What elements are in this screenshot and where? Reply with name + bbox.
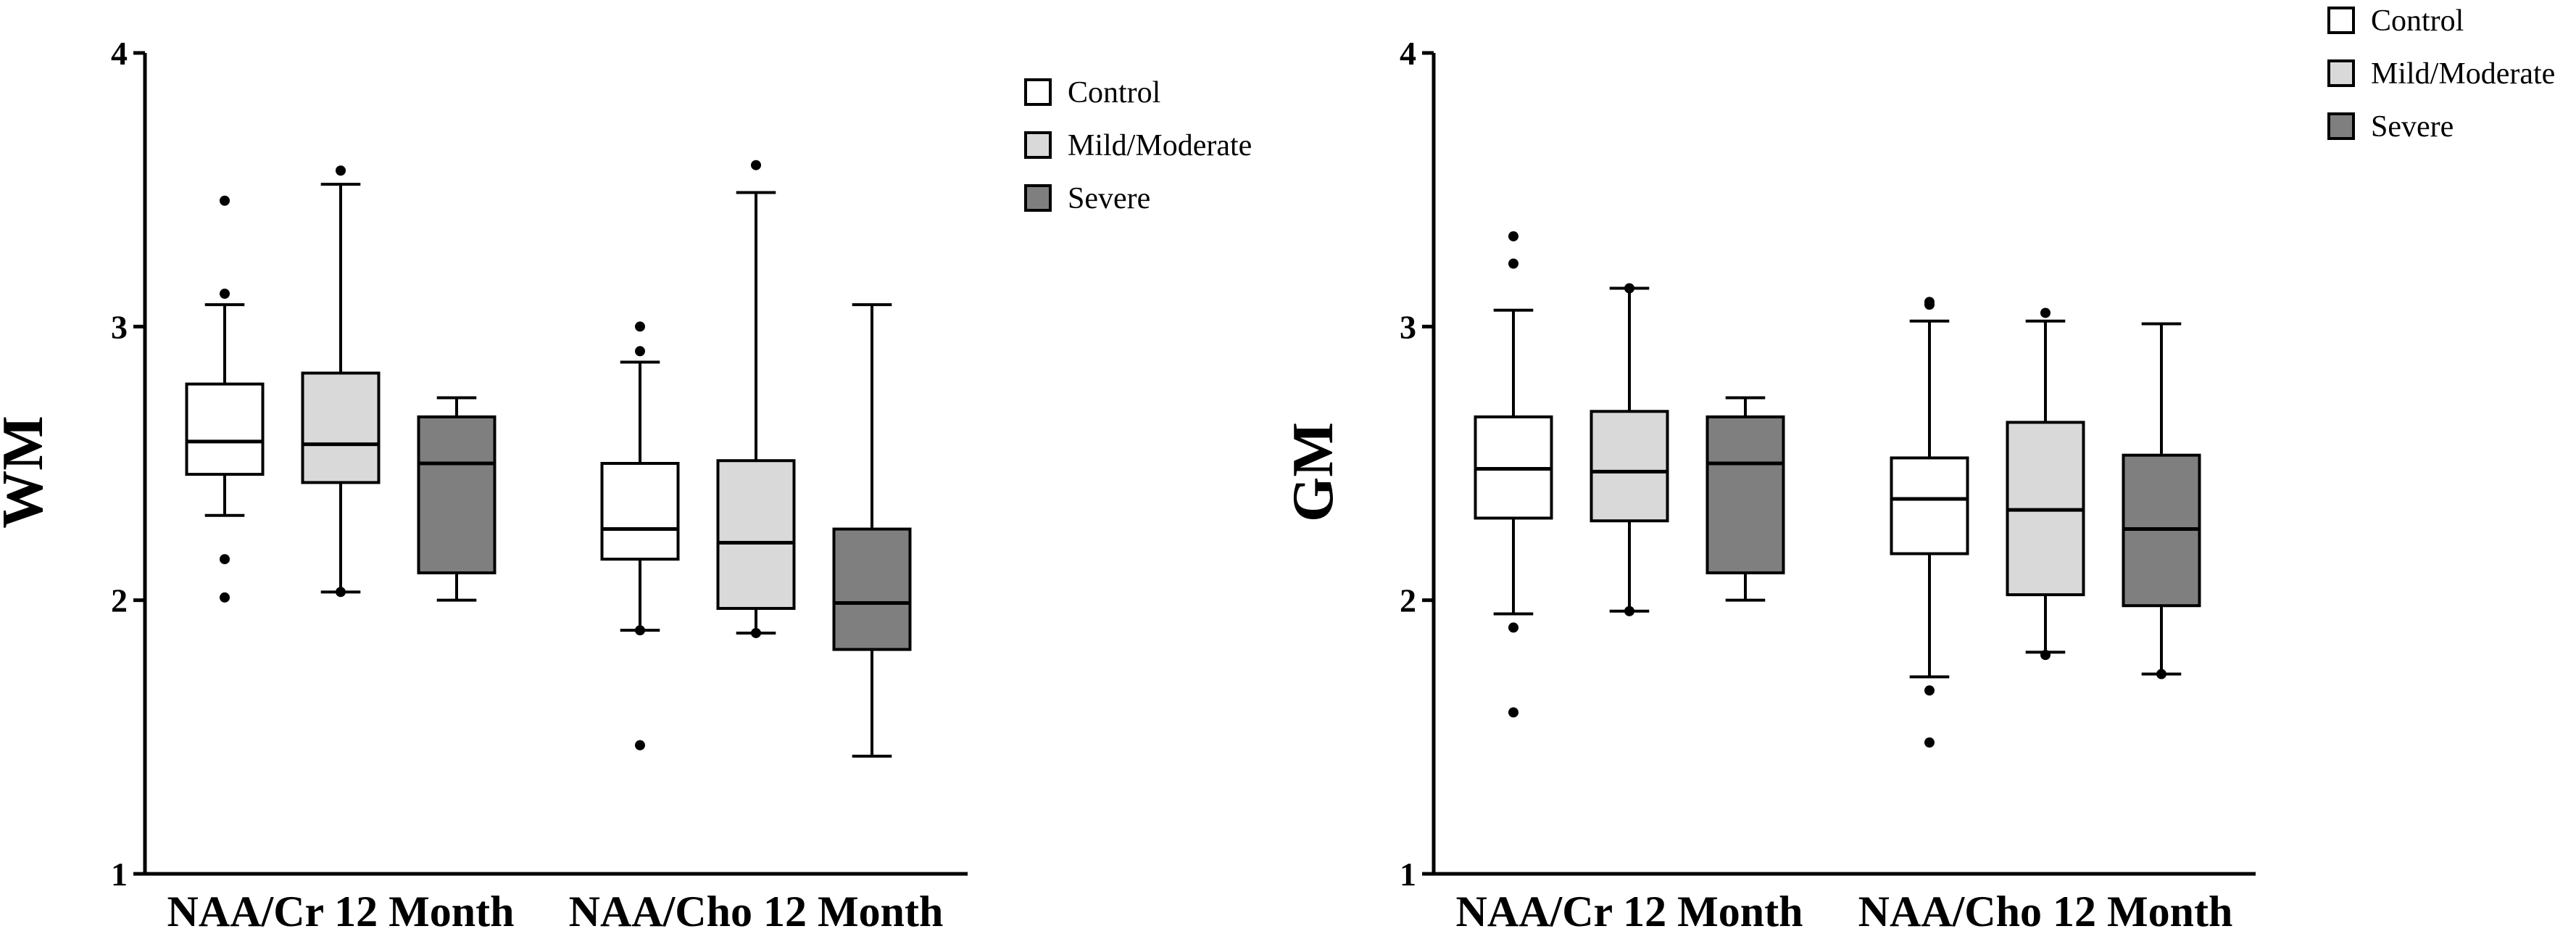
wm-mild-moderate-naa-cr-12-month-outlier-point <box>336 165 346 176</box>
gm-legend-swatch-mild-moderate <box>2327 59 2355 87</box>
wm-control-naa-cho-12-month-box <box>600 462 680 561</box>
gm-mild-moderate-naa-cr-12-month-outlier-point <box>1624 283 1634 294</box>
wm-y-tick-label: 4 <box>111 35 128 72</box>
gm-mild-moderate-naa-cho-12-month-outlier-point <box>2040 307 2051 318</box>
wm-severe-naa-cr-12-month-box <box>417 415 496 574</box>
gm-y-tick-label: 4 <box>1400 35 1416 72</box>
wm-panel: 1 2 3 4 WM NAA/Cr 12 Month NAA/Cho 12 Month Con… <box>0 35 1252 935</box>
wm-legend-label-mild-moderate: Mild/Moderate <box>1068 129 1252 162</box>
wm-mild-moderate-naa-cho-12-month-outlier-point <box>751 627 761 638</box>
gm-mild-moderate-naa-cr-12-month-outlier-point <box>1624 606 1634 616</box>
category-label-naa-cr-12-month: NAA/Cr 12 Month <box>1456 888 1803 935</box>
wm-mild-moderate-naa-cho-12-month-outlier-point <box>751 160 761 170</box>
gm-legend-label-mild-moderate: Mild/Moderate <box>2371 57 2555 91</box>
gm-mild-moderate-naa-cho-12-month-outlier-point <box>2040 650 2051 661</box>
gm-panel: 1 2 3 4 GM NAA/Cr 12 Month NAA/Cho 12 Month Con… <box>1281 4 2555 935</box>
category-label-naa-cho-12-month: NAA/Cho 12 Month <box>1858 888 2233 935</box>
gm-control-naa-cr-12-month-outlier-point <box>1508 622 1518 633</box>
gm-severe-naa-cr-12-month-box <box>1705 415 1785 574</box>
wm-control-naa-cr-12-month-outlier-point <box>220 195 230 206</box>
wm-control-naa-cr-12-month-box <box>185 382 265 476</box>
wm-legend-swatch-mild-moderate <box>1024 131 1052 159</box>
gm-control-naa-cr-12-month-outlier-point <box>1508 707 1518 718</box>
gm-mild-moderate-naa-cr-12-month-box <box>1590 410 1669 523</box>
wm-y-tick-label: 1 <box>111 856 128 893</box>
gm-y-axis-title: GM <box>1281 422 1345 522</box>
wm-legend-label-control: Control <box>1068 76 1160 110</box>
wm-control-naa-cho-12-month-outlier-point <box>635 740 645 751</box>
wm-y-tick-label: 2 <box>111 582 128 619</box>
wm-legend-swatch-severe <box>1024 184 1052 212</box>
wm-control-naa-cho-12-month-outlier-point <box>635 625 645 636</box>
wm-control-naa-cho-12-month-outlier-point <box>635 321 645 332</box>
wm-y-tick-label: 3 <box>111 308 128 345</box>
wm-mild-moderate-naa-cr-12-month-box <box>301 371 381 484</box>
gm-control-naa-cho-12-month-outlier-point <box>1924 685 1935 696</box>
wm-legend-label-severe: Severe <box>1068 182 1150 215</box>
wm-control-naa-cr-12-month-outlier-point <box>220 592 230 603</box>
wm-mild-moderate-naa-cho-12-month-box <box>716 459 796 610</box>
gm-control-naa-cr-12-month-outlier-point <box>1508 231 1518 241</box>
gm-legend-label-control: Control <box>2371 4 2464 38</box>
gm-control-naa-cho-12-month-outlier-point <box>1924 737 1935 748</box>
gm-y-tick-label: 3 <box>1400 308 1416 345</box>
gm-y-tick-label: 2 <box>1400 582 1416 619</box>
wm-mild-moderate-naa-cr-12-month-outlier-point <box>336 587 346 598</box>
wm-control-naa-cr-12-month-outlier-point <box>220 554 230 565</box>
gm-control-naa-cho-12-month-outlier-point <box>1924 297 1935 307</box>
gm-severe-naa-cho-12-month-outlier-point <box>2156 669 2166 679</box>
gm-legend-swatch-control <box>2327 7 2355 34</box>
category-label-naa-cho-12-month: NAA/Cho 12 Month <box>569 888 944 935</box>
gm-legend-swatch-severe <box>2327 112 2355 140</box>
wm-control-naa-cho-12-month-outlier-point <box>635 346 645 357</box>
wm-severe-naa-cho-12-month-box <box>832 527 912 651</box>
gm-y-tick-label: 1 <box>1400 856 1416 893</box>
gm-legend-label-severe: Severe <box>2371 110 2454 144</box>
gm-control-naa-cr-12-month-outlier-point <box>1508 258 1518 269</box>
wm-y-axis-title: WM <box>0 416 55 529</box>
wm-control-naa-cr-12-month-outlier-point <box>220 289 230 299</box>
category-label-naa-cr-12-month: NAA/Cr 12 Month <box>167 888 515 935</box>
wm-legend-swatch-control <box>1024 78 1052 106</box>
gm-control-naa-cho-12-month-box <box>1890 456 1969 555</box>
